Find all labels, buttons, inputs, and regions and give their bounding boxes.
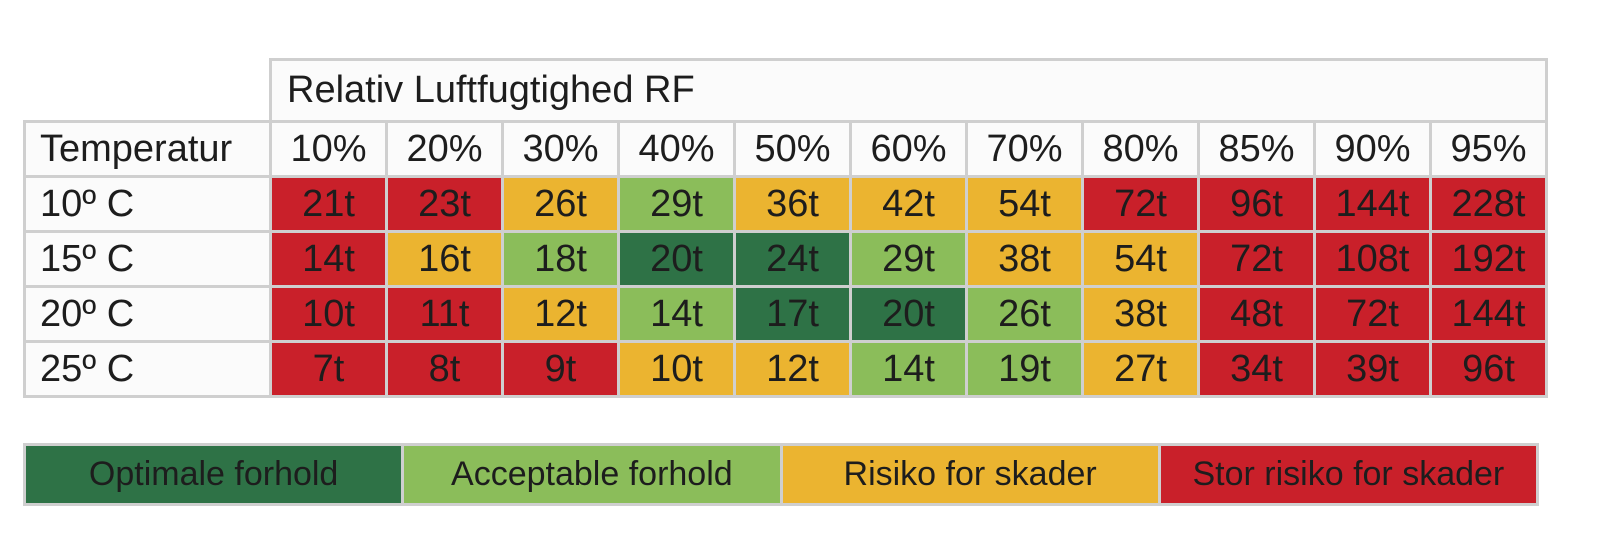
row-label: 20º C	[23, 285, 272, 343]
data-row: 20º C 10t 11t 12t 14t 17t 20t 26t 38t 48t 72t 144t	[23, 285, 1548, 343]
heatmap-cell: 54t	[1081, 230, 1200, 288]
heatmap-cell: 42t	[849, 175, 968, 233]
row-label: 15º C	[23, 230, 272, 288]
column-header: 70%	[965, 120, 1084, 178]
heatmap-cell: 144t	[1313, 175, 1432, 233]
heatmap-cell: 23t	[385, 175, 504, 233]
heatmap-cell: 16t	[385, 230, 504, 288]
heatmap-cell: 17t	[733, 285, 852, 343]
heatmap-cell: 26t	[965, 285, 1084, 343]
heatmap-cell: 18t	[501, 230, 620, 288]
heatmap-cell: 228t	[1429, 175, 1548, 233]
heatmap-cell: 144t	[1429, 285, 1548, 343]
column-header: 20%	[385, 120, 504, 178]
header-row: Temperatur 10% 20% 30% 40% 50% 60% 70% 80% 85% 90%…	[23, 120, 1548, 178]
column-header: 40%	[617, 120, 736, 178]
corner-blank	[25, 60, 271, 122]
title-row: Relativ Luftfugtighed RF	[25, 58, 1548, 123]
column-header: 95%	[1429, 120, 1548, 178]
row-label: 25º C	[23, 340, 272, 398]
heatmap-cell: 11t	[385, 285, 504, 343]
heatmap-cell: 9t	[501, 340, 620, 398]
heatmap-cell: 36t	[733, 175, 852, 233]
heatmap-cell: 72t	[1197, 230, 1316, 288]
heatmap-cell: 20t	[617, 230, 736, 288]
column-header: 60%	[849, 120, 968, 178]
heatmap-cell: 38t	[1081, 285, 1200, 343]
heatmap-cell: 14t	[617, 285, 736, 343]
heatmap-cell: 54t	[965, 175, 1084, 233]
heatmap-cell: 26t	[501, 175, 620, 233]
row-header-label: Temperatur	[23, 120, 272, 178]
heatmap-cell: 20t	[849, 285, 968, 343]
legend-item-optimal: Optimale forhold	[26, 446, 405, 503]
heatmap-cell: 96t	[1429, 340, 1548, 398]
column-header: 50%	[733, 120, 852, 178]
heatmap-cell: 7t	[269, 340, 388, 398]
data-row: 25º C 7t 8t 9t 10t 12t 14t 19t 27t 34t 39t 96t	[23, 340, 1548, 398]
heatmap-cell: 21t	[269, 175, 388, 233]
legend-item-risiko: Risiko for skader	[782, 446, 1161, 503]
row-label: 10º C	[23, 175, 272, 233]
legend-item-stor: Stor risiko for skader	[1160, 446, 1536, 503]
legend: Optimale forhold Acceptable forhold Risiko…	[23, 443, 1539, 506]
heatmap-cell: 10t	[617, 340, 736, 398]
heatmap-cell: 8t	[385, 340, 504, 398]
heatmap-cell: 14t	[849, 340, 968, 398]
heatmap-cell: 38t	[965, 230, 1084, 288]
heatmap-cell: 29t	[617, 175, 736, 233]
heatmap-cell: 72t	[1313, 285, 1432, 343]
heatmap-cell: 29t	[849, 230, 968, 288]
column-header: 80%	[1081, 120, 1200, 178]
column-header: 10%	[269, 120, 388, 178]
column-header: 90%	[1313, 120, 1432, 178]
heatmap-cell: 12t	[733, 340, 852, 398]
heatmap-cell: 72t	[1081, 175, 1200, 233]
chart-title: Relativ Luftfugtighed RF	[269, 58, 1548, 123]
humidity-heatmap-table: Relativ Luftfugtighed RF Temperatur 10% 20%…	[23, 58, 1548, 398]
heatmap-cell: 39t	[1313, 340, 1432, 398]
legend-item-acceptable: Acceptable forhold	[404, 446, 783, 503]
heatmap-cell: 48t	[1197, 285, 1316, 343]
heatmap-cell: 96t	[1197, 175, 1316, 233]
heatmap-cell: 34t	[1197, 340, 1316, 398]
data-row: 10º C 21t 23t 26t 29t 36t 42t 54t 72t 96t 144t 228t	[23, 175, 1548, 233]
heatmap-cell: 19t	[965, 340, 1084, 398]
heatmap-cell: 24t	[733, 230, 852, 288]
column-header: 30%	[501, 120, 620, 178]
heatmap-cell: 10t	[269, 285, 388, 343]
data-row: 15º C 14t 16t 18t 20t 24t 29t 38t 54t 72t 108t 192t	[23, 230, 1548, 288]
heatmap-cell: 192t	[1429, 230, 1548, 288]
heatmap-cell: 12t	[501, 285, 620, 343]
heatmap-cell: 108t	[1313, 230, 1432, 288]
column-header: 85%	[1197, 120, 1316, 178]
heatmap-cell: 14t	[269, 230, 388, 288]
heatmap-cell: 27t	[1081, 340, 1200, 398]
